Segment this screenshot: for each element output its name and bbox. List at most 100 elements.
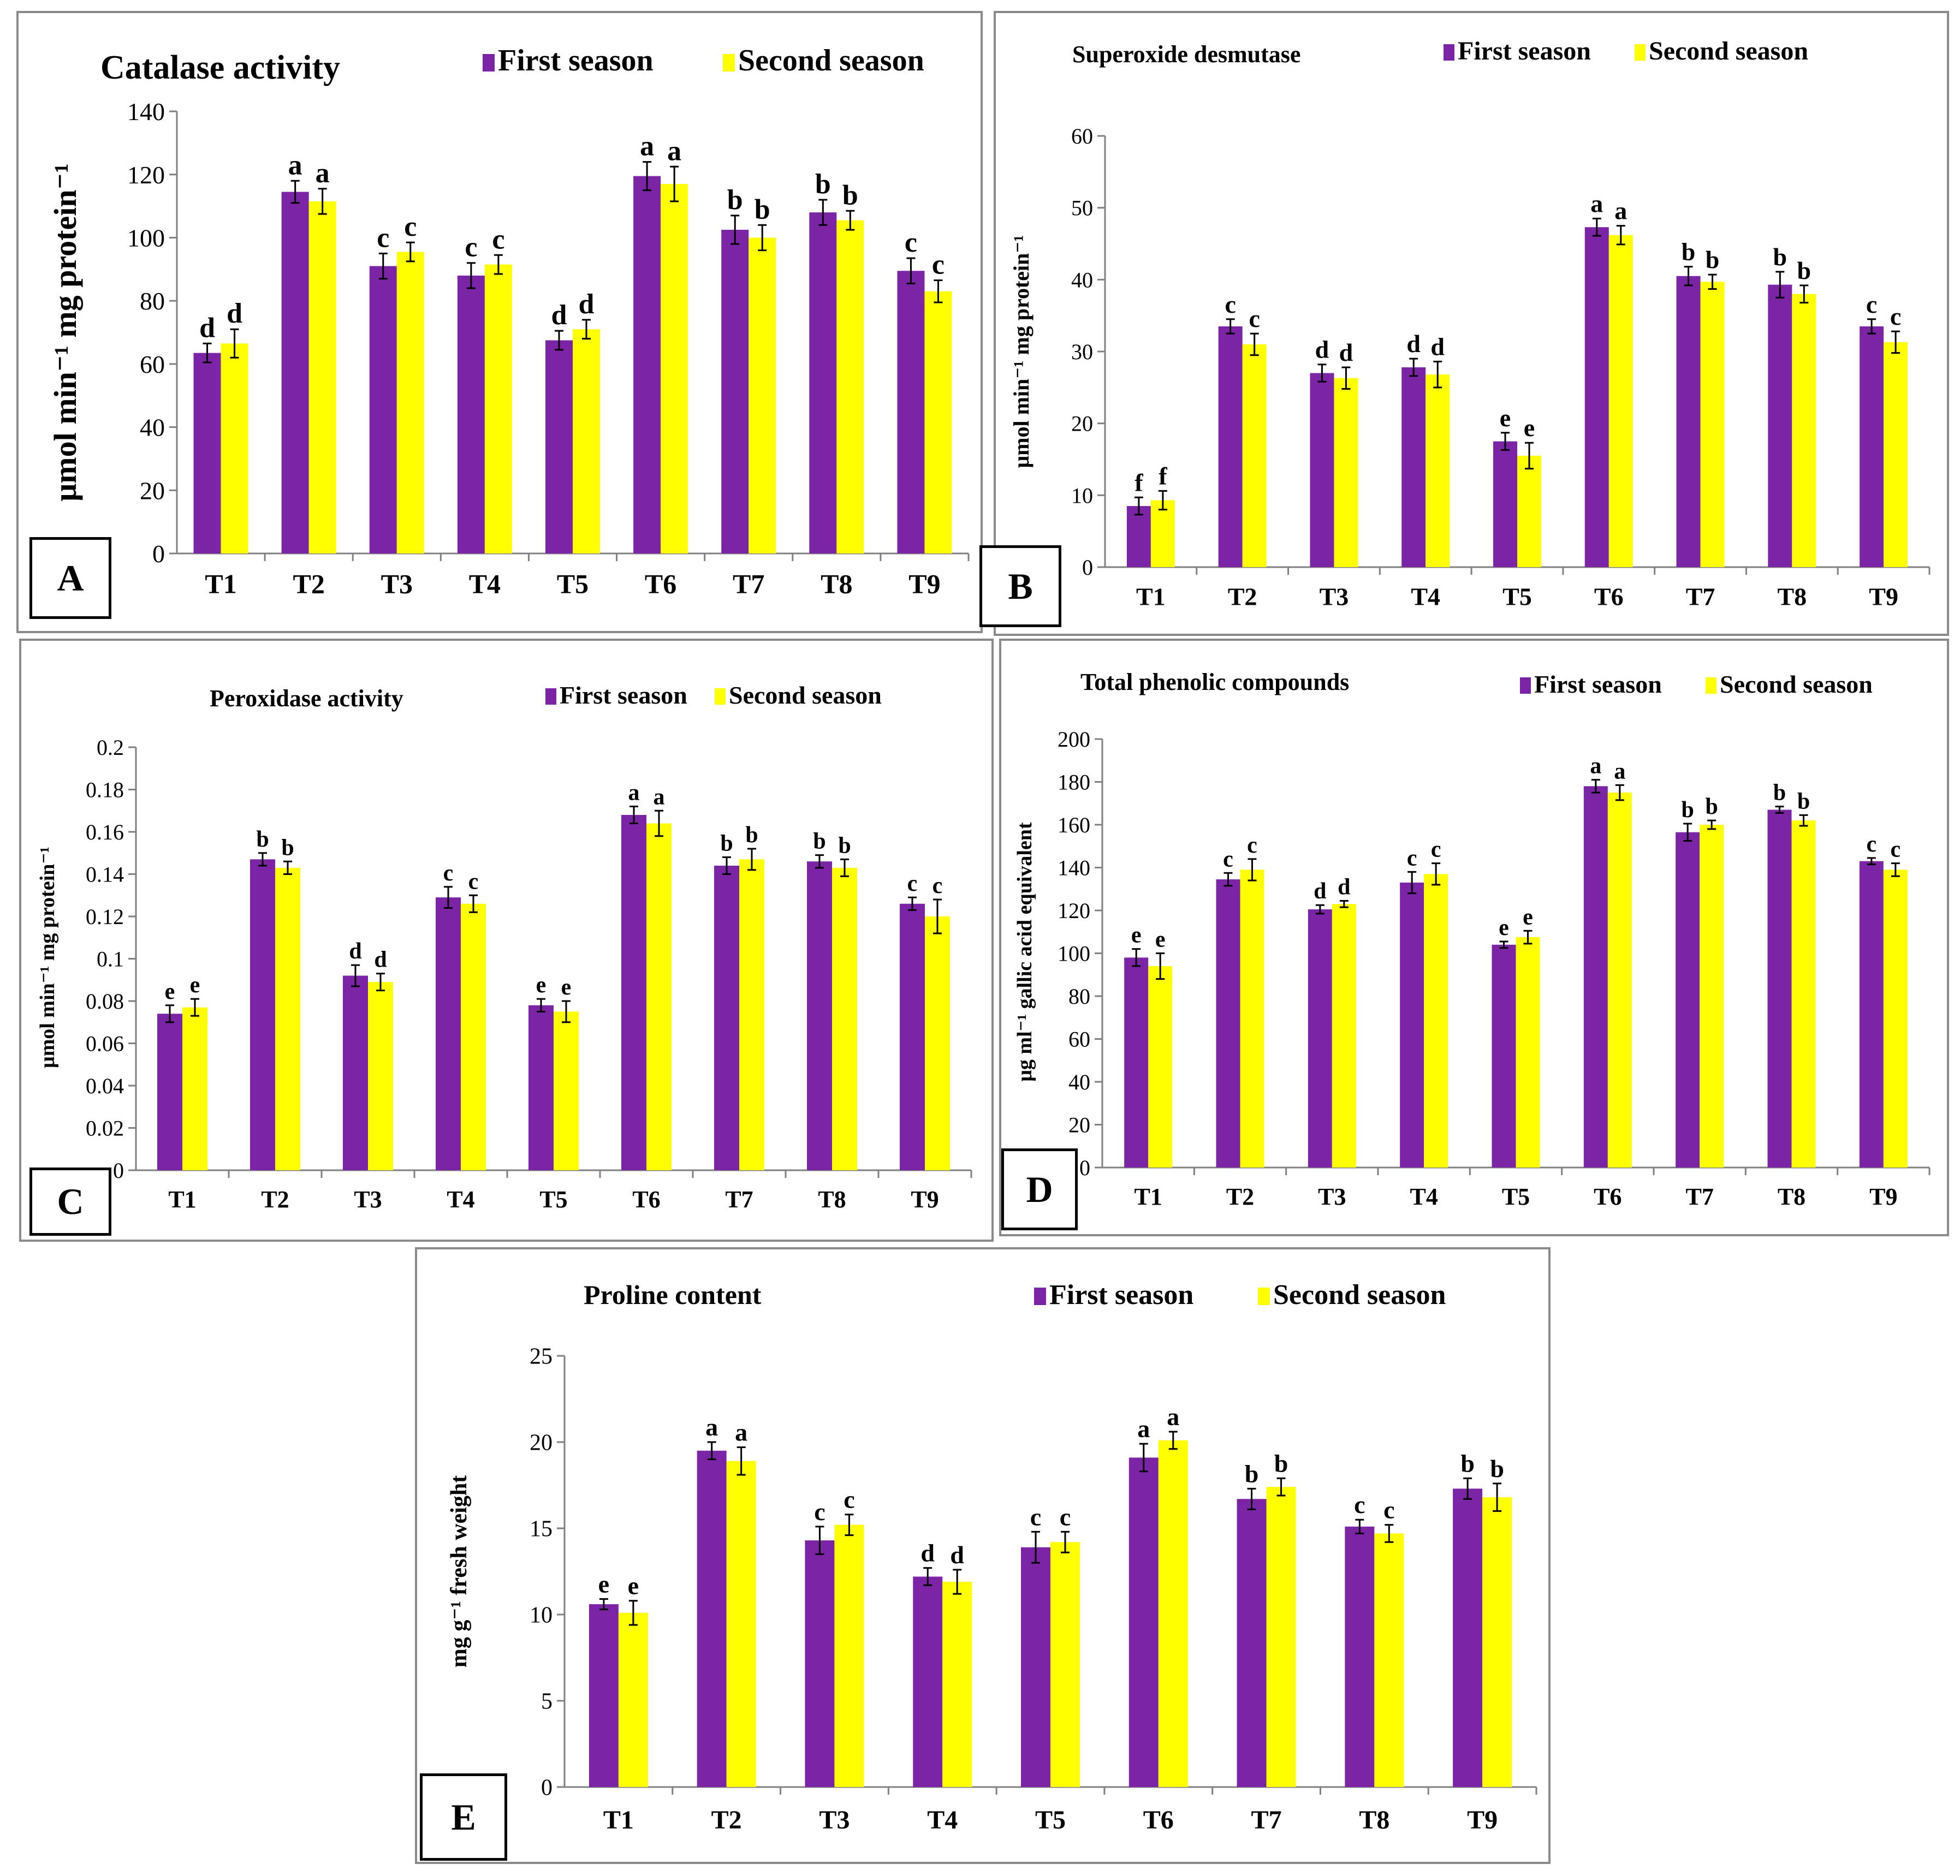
significance-letter: c [844, 1486, 854, 1514]
y-tick-label: 50 [1071, 196, 1093, 221]
significance-letter: a [1137, 1415, 1150, 1443]
bar-second-season [396, 252, 424, 553]
bar-first-season [809, 212, 837, 554]
significance-letter: b [1797, 257, 1811, 284]
significance-letter: c [932, 249, 945, 281]
x-category-label: T7 [1685, 1183, 1713, 1210]
bar-first-season [528, 1005, 554, 1170]
bar-second-season [484, 264, 512, 553]
significance-letter: c [1891, 837, 1901, 862]
significance-letter: e [1131, 923, 1142, 948]
chart-d: Total phenolic compounds First season Seco… [1013, 669, 1931, 1210]
bar-second-season [836, 220, 864, 553]
bar-first-season [1216, 879, 1240, 1168]
x-category-label: T5 [1502, 583, 1532, 611]
significance-letter: c [1867, 832, 1877, 857]
significance-letter: c [1030, 1503, 1041, 1530]
significance-letter: c [1060, 1503, 1071, 1530]
significance-letter: d [1430, 332, 1445, 360]
legend-second-season-swatch [1635, 44, 1646, 61]
bar-second-season [221, 343, 248, 553]
y-tick-label: 0 [152, 540, 165, 568]
significance-letter: f [1159, 462, 1167, 490]
significance-letter: b [1797, 789, 1810, 814]
y-tick-label: 10 [1071, 483, 1093, 508]
bar-first-season [897, 271, 925, 553]
bar-first-season [805, 1540, 835, 1787]
significance-letter: e [165, 979, 175, 1004]
bar-first-season [436, 897, 461, 1170]
panel-label-a: A [29, 537, 111, 619]
legend-first-season-swatch [1444, 44, 1454, 61]
legend-first-season-label: First season [560, 681, 687, 709]
y-tick-label: 100 [1058, 942, 1090, 966]
legend-second-season-label: Second season [1273, 1279, 1446, 1311]
significance-letter: d [227, 298, 242, 329]
y-axis-label: mg g⁻¹ fresh weight [447, 1475, 472, 1667]
significance-letter: b [1682, 238, 1696, 266]
y-tick-label: 140 [1058, 856, 1090, 880]
significance-letter: b [1274, 1449, 1288, 1477]
significance-letter: b [256, 827, 269, 852]
significance-letter: c [1249, 305, 1260, 332]
bar-second-season [1266, 1487, 1296, 1787]
x-category-label: T8 [1777, 583, 1807, 611]
chart-title: Superoxide desmutase [1072, 41, 1300, 68]
chart-title: Catalase activity [100, 49, 340, 86]
bar-second-season [308, 201, 336, 554]
y-tick-label: 0.12 [86, 904, 124, 929]
significance-letter: c [1383, 1496, 1394, 1524]
x-category-label: T8 [1359, 1806, 1389, 1835]
bar-first-season [807, 861, 832, 1170]
bar-second-season [368, 982, 393, 1170]
significance-letter: c [443, 861, 454, 886]
significance-letter: b [1490, 1455, 1504, 1482]
bar-second-season [1517, 455, 1541, 567]
bar-first-season [1493, 441, 1517, 567]
significance-letter: e [1155, 927, 1166, 952]
x-category-label: T1 [205, 569, 236, 599]
x-category-label: T2 [1226, 1183, 1254, 1210]
y-tick-label: 40 [140, 414, 165, 442]
x-category-label: T9 [908, 569, 940, 599]
y-tick-label: 0.08 [86, 989, 124, 1014]
x-category-label: T6 [1594, 1183, 1622, 1210]
bar-second-season [1516, 937, 1540, 1168]
x-category-label: T3 [354, 1186, 382, 1213]
significance-letter: c [1225, 290, 1236, 318]
bar-first-season [1400, 882, 1424, 1168]
bar-second-season [925, 916, 950, 1170]
significance-letter: c [1247, 833, 1257, 858]
bar-first-season [1584, 227, 1609, 567]
significance-letter: d [1339, 338, 1353, 366]
bar-first-season [1492, 944, 1516, 1168]
significance-letter: b [813, 829, 825, 854]
x-category-label: T7 [733, 569, 764, 599]
bar-first-season [913, 1576, 943, 1787]
panel-label-b: B [979, 545, 1061, 627]
panel-a: Catalase activity First season Second seas… [16, 11, 983, 633]
panel-b: Superoxide desmutase First season Second s… [979, 11, 1949, 636]
bar-first-season [193, 353, 221, 553]
significance-letter: a [640, 131, 654, 162]
bar-first-season [1676, 832, 1700, 1168]
significance-letter: b [1460, 1449, 1475, 1477]
bar-second-season [1148, 966, 1173, 1168]
significance-letter: b [720, 831, 733, 856]
significance-letter: c [1866, 290, 1877, 318]
x-category-label: T8 [821, 569, 852, 599]
y-tick-label: 0.02 [86, 1116, 124, 1141]
y-tick-label: 0.1 [97, 947, 124, 972]
significance-letter: a [316, 158, 330, 189]
x-category-label: T7 [1686, 583, 1715, 611]
chart-b: Superoxide desmutase First season Second s… [1009, 37, 1931, 611]
bar-first-season [250, 859, 275, 1170]
y-tick-label: 180 [1058, 770, 1090, 795]
bar-second-season [726, 1461, 756, 1787]
x-category-label: T2 [711, 1806, 742, 1835]
significance-letter: e [1499, 915, 1509, 940]
x-category-label: T8 [818, 1186, 846, 1213]
bar-second-season [461, 903, 486, 1170]
x-category-label: T3 [819, 1806, 850, 1835]
y-tick-label: 140 [127, 98, 165, 126]
